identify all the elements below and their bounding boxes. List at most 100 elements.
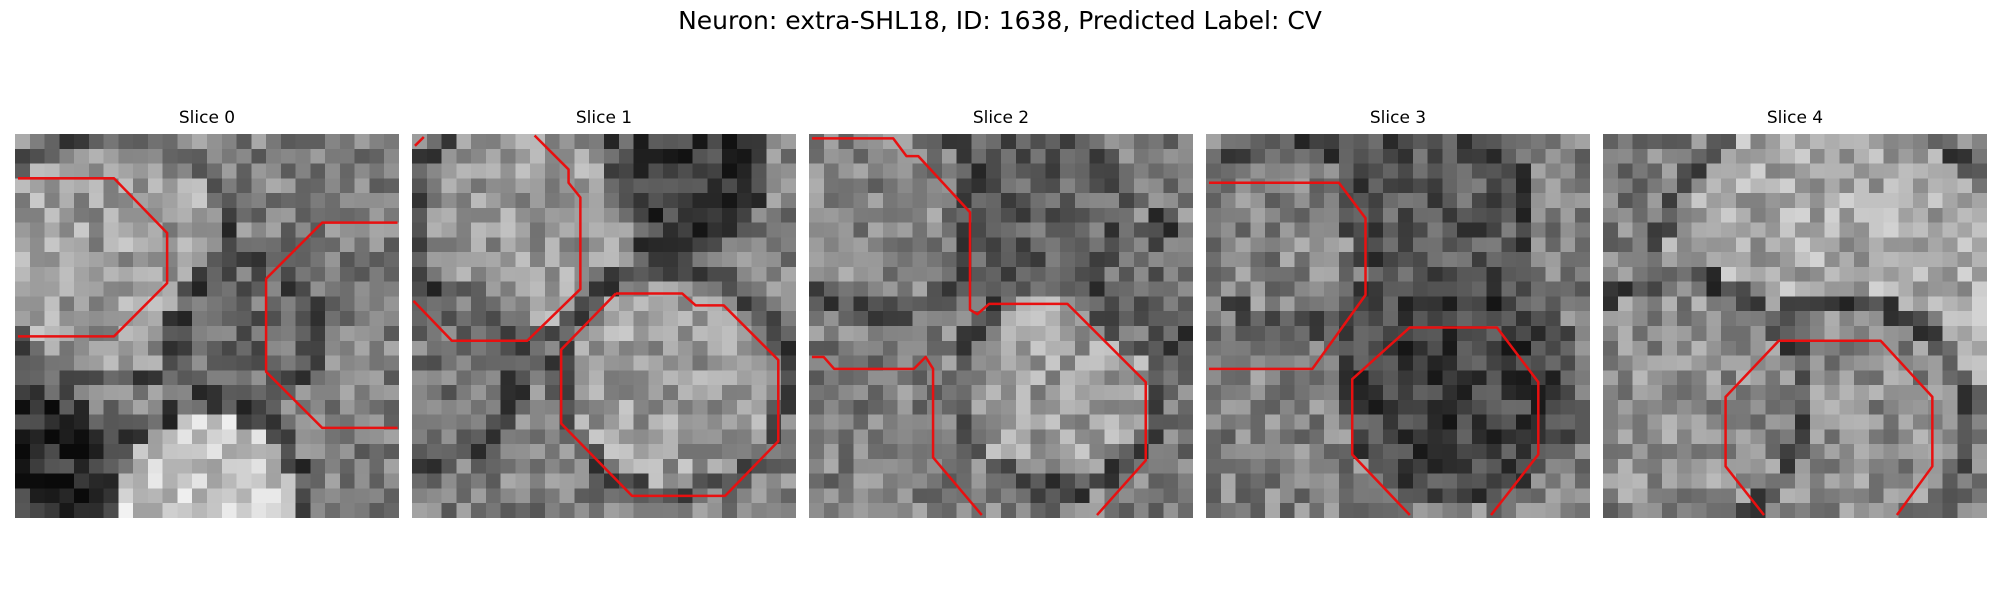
pixel	[325, 503, 341, 518]
pixel	[162, 193, 178, 209]
pixel	[251, 252, 267, 268]
pixel	[1824, 414, 1840, 430]
pixel	[1839, 385, 1855, 401]
pixel	[1868, 340, 1885, 356]
pixel	[1530, 222, 1547, 238]
pixel	[192, 414, 208, 430]
pixel	[500, 444, 516, 460]
pixel	[1957, 399, 1973, 416]
pixel	[29, 252, 45, 268]
pixel	[1780, 503, 1796, 518]
pixel	[766, 458, 782, 475]
pixel	[15, 473, 31, 489]
pixel	[1868, 252, 1885, 268]
pixel	[1662, 207, 1678, 224]
pixel	[1045, 222, 1061, 238]
pixel	[956, 193, 972, 209]
pixel	[1913, 178, 1929, 194]
pixel	[1780, 222, 1796, 238]
pixel	[1250, 340, 1266, 356]
pixel	[1074, 178, 1091, 194]
pixel	[44, 163, 60, 179]
pixel	[177, 473, 193, 489]
pixel	[971, 207, 987, 224]
pixel	[1927, 473, 1944, 489]
pixel	[1015, 385, 1031, 401]
contour-line	[811, 137, 1147, 516]
pixel	[1927, 458, 1944, 475]
pixel	[1750, 385, 1766, 401]
pixel	[1603, 252, 1619, 268]
pixel	[1001, 503, 1017, 518]
pixel	[354, 444, 370, 460]
pixel	[1706, 281, 1722, 297]
pixel	[500, 355, 516, 371]
pixel	[823, 163, 839, 179]
pixel	[853, 222, 869, 238]
pixel	[1560, 134, 1576, 150]
pixel	[1220, 134, 1236, 150]
pixel	[1942, 340, 1958, 356]
pixel	[1662, 237, 1678, 253]
pixel	[1471, 473, 1488, 489]
pixel	[1133, 134, 1150, 150]
pixel	[515, 340, 531, 356]
pixel	[1795, 473, 1811, 489]
pixel	[15, 134, 31, 150]
pixel	[266, 488, 282, 504]
pixel	[1235, 370, 1251, 386]
pixel	[485, 414, 502, 430]
pixel	[1780, 266, 1796, 283]
pixel	[809, 503, 825, 518]
pixel	[1735, 252, 1752, 268]
pixel	[1368, 178, 1384, 194]
pixel	[354, 370, 370, 386]
pixel	[1972, 355, 1987, 371]
pixel	[1545, 385, 1561, 401]
pixel	[1809, 385, 1825, 401]
pixel	[1809, 370, 1825, 386]
pixel	[1545, 458, 1561, 475]
pixel	[1530, 207, 1547, 224]
pixel	[941, 178, 958, 194]
pixel	[192, 193, 208, 209]
pixel	[1545, 311, 1561, 327]
pixel	[544, 399, 561, 416]
pixel	[192, 399, 208, 416]
pixel	[29, 503, 45, 518]
pixel	[456, 429, 472, 445]
pixel	[722, 281, 738, 297]
pixel	[1442, 281, 1458, 297]
pixel	[956, 385, 972, 401]
pixel	[1457, 207, 1473, 224]
pixel	[369, 311, 385, 327]
pixel	[618, 473, 634, 489]
pixel	[266, 296, 282, 312]
pixel	[441, 326, 457, 342]
pixel	[133, 473, 149, 489]
pixel	[1691, 326, 1707, 342]
pixel	[1972, 281, 1987, 297]
pixel	[971, 340, 987, 356]
pixel	[1560, 385, 1576, 401]
pixel	[1412, 163, 1428, 179]
pixel	[751, 429, 767, 445]
pixel	[295, 222, 311, 238]
pixel	[1163, 488, 1179, 504]
pixel	[207, 326, 223, 342]
pixel	[1206, 266, 1222, 283]
pixel	[1001, 148, 1017, 164]
pixel	[633, 237, 649, 253]
pixel	[1868, 163, 1885, 179]
pixel	[1839, 296, 1855, 312]
pixel	[1735, 429, 1752, 445]
pixel	[633, 193, 649, 209]
pixel	[310, 458, 326, 475]
pixel	[1530, 193, 1547, 209]
pixel	[1045, 326, 1061, 342]
pixel	[1972, 429, 1987, 445]
pixel	[133, 385, 149, 401]
pixel	[1839, 458, 1855, 475]
pixel	[1972, 207, 1987, 224]
pixel	[1442, 370, 1458, 386]
